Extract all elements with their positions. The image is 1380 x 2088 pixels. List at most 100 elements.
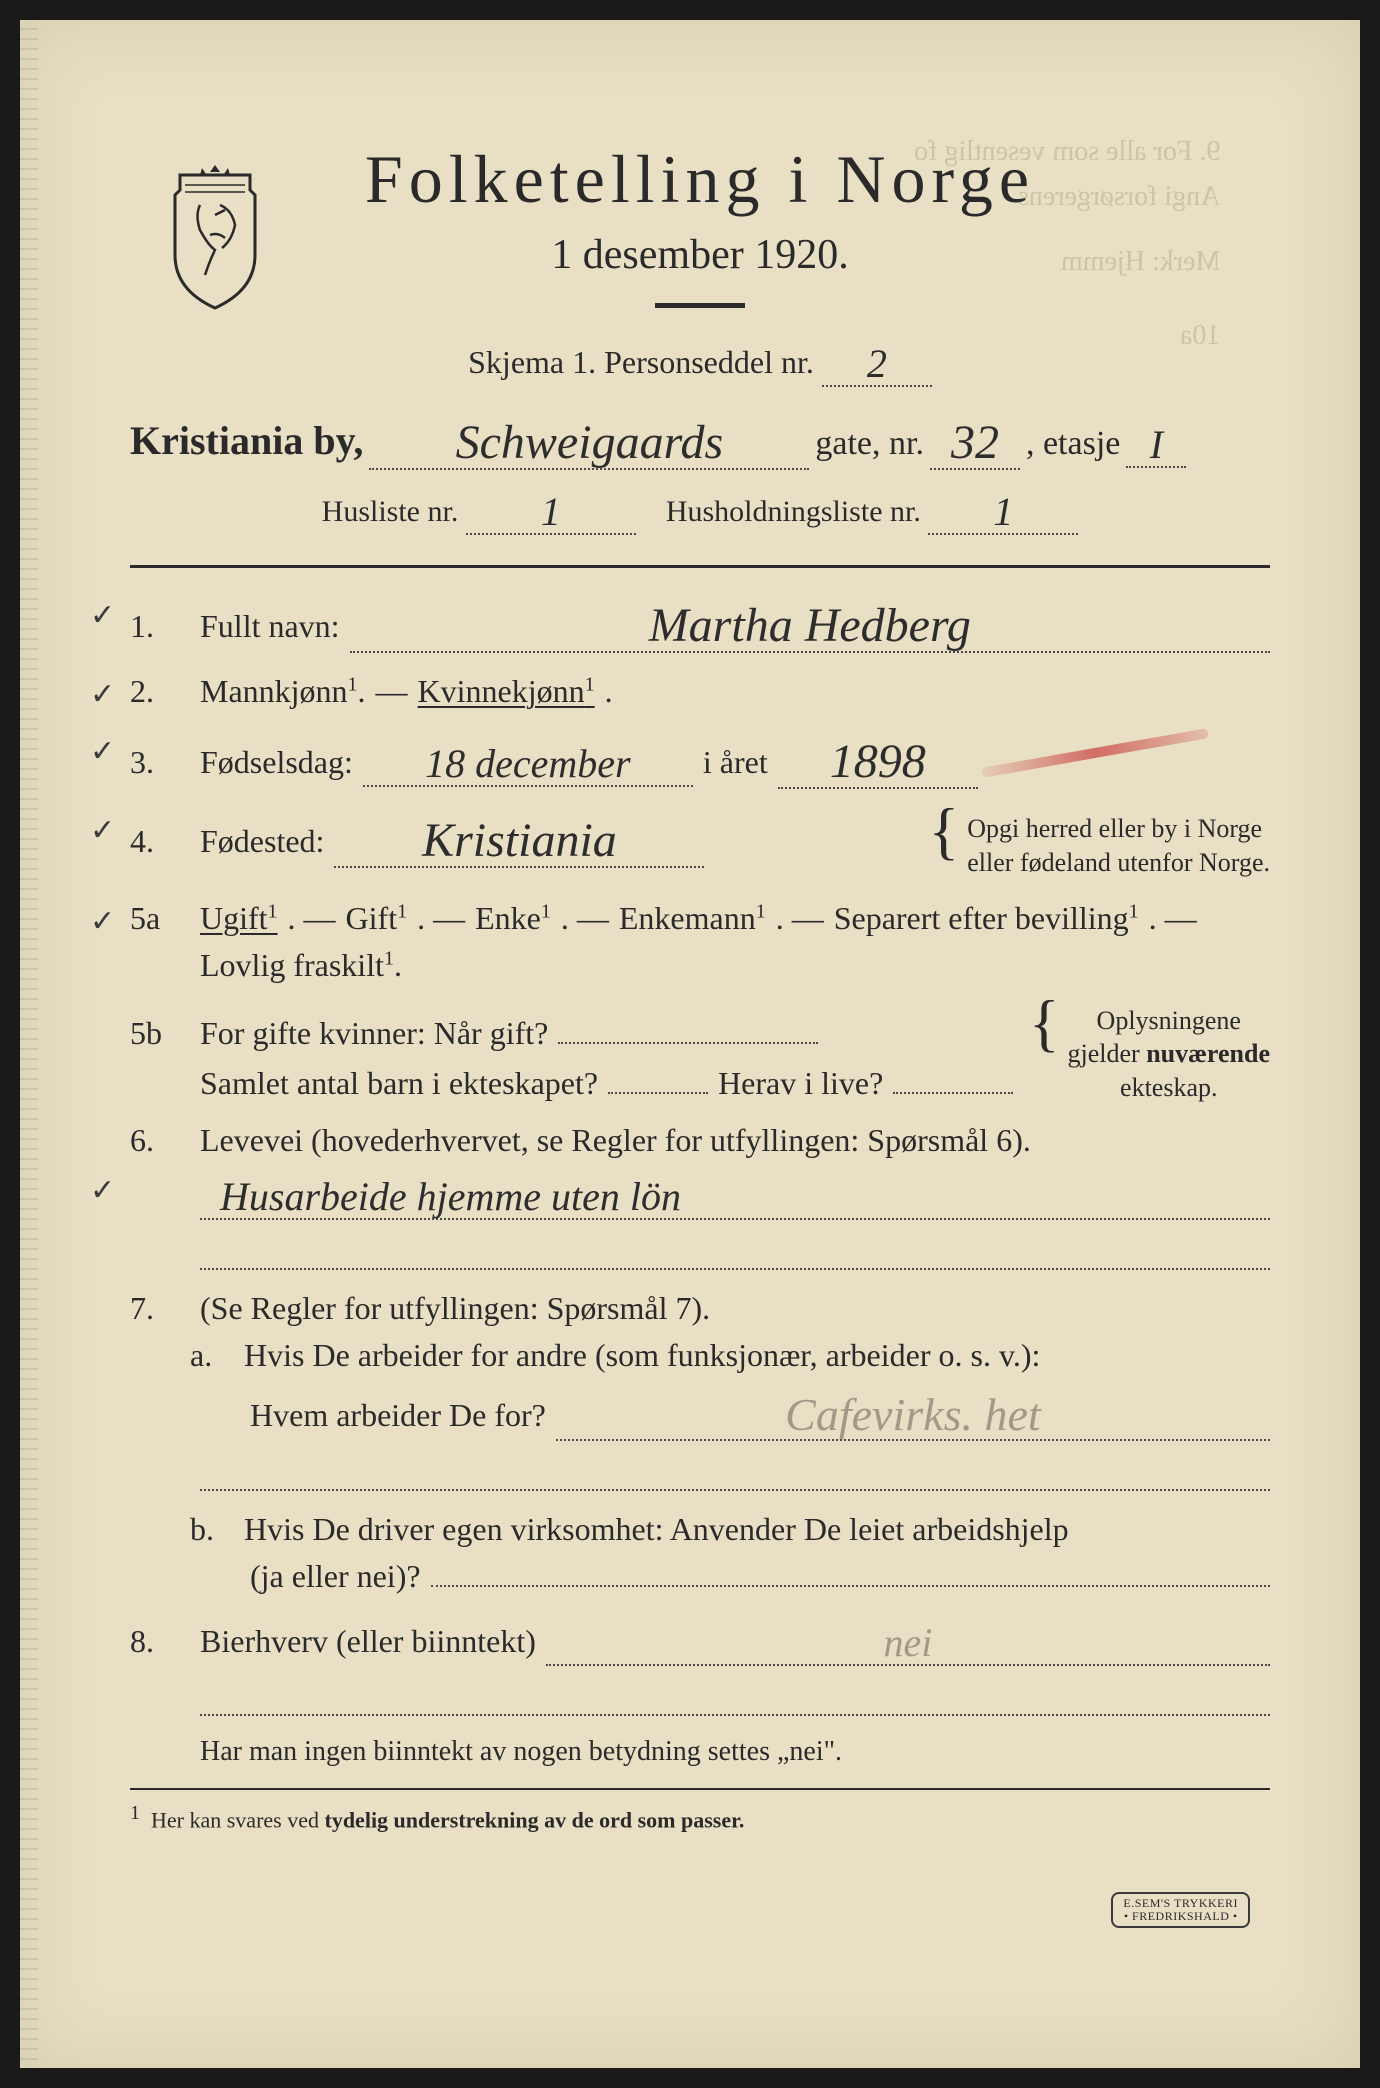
census-form-page: 9. For alle som vesentlig fo Angi forsør… xyxy=(20,20,1360,2068)
red-pencil-mark xyxy=(981,728,1209,778)
footnote-marker: 1 xyxy=(130,1802,140,1824)
q7b-line2: (ja eller nei)? xyxy=(250,1558,1270,1595)
q7-header: 7. (Se Regler for utfyllingen: Spørsmål … xyxy=(130,1290,1270,1327)
q7a-text2: Hvem arbeider De for? xyxy=(250,1397,546,1434)
birth-day-month: 18 december xyxy=(425,741,630,786)
q1-label: Fullt navn: xyxy=(200,608,340,645)
q7b-line1: b. Hvis De driver egen virksomhet: Anven… xyxy=(190,1511,1270,1548)
personseddel-nr: 2 xyxy=(867,341,887,386)
q5b-line2: Samlet antal barn i ekteskapet? Herav i … xyxy=(130,1065,1270,1102)
gate-label: gate, nr. xyxy=(815,425,924,463)
birthplace-value: Kristiania xyxy=(422,814,617,867)
hushold-label: Husholdningsliste nr. xyxy=(666,495,921,528)
checkmark-icon: ✓ xyxy=(90,1173,115,1208)
q7a-text1: Hvis De arbeider for andre (som funksjon… xyxy=(244,1337,1040,1374)
printer-stamp: E.SEM'S TRYKKERI • FREDRIKSHALD • xyxy=(1111,1892,1250,1928)
q-number: 7. xyxy=(130,1290,190,1327)
q2-gender: ✓ 2. Mannkjønn1. — Kvinnekjønn1. xyxy=(130,673,1270,710)
q5b-note-l1: Oplysningene xyxy=(1068,1004,1270,1038)
q6-label: Levevei (hovederhvervet, se Regler for u… xyxy=(200,1122,1031,1159)
q7b-letter: b. xyxy=(190,1511,234,1548)
street-name: Schweigaards xyxy=(456,416,724,469)
coat-of-arms-icon xyxy=(160,160,270,310)
status-enke: Enke1 xyxy=(475,900,551,937)
checkmark-icon: ✓ xyxy=(90,813,115,848)
blank-continuation-line xyxy=(200,1240,1270,1270)
q4-instruction: { Opgi herred eller by i Norge eller fød… xyxy=(929,812,1270,880)
q6-answer-line: ✓ Husarbeide hjemme uten lön xyxy=(130,1169,1270,1220)
status-enkemann: Enkemann1 xyxy=(619,900,766,937)
q5b-when-married: For gifte kvinner: Når gift? xyxy=(200,1015,548,1052)
list-numbers-line: Husliste nr. 1 Husholdningsliste nr. 1 xyxy=(130,484,1270,535)
status-gift: Gift1 xyxy=(346,900,408,937)
status-ugift-selected: Ugift1 xyxy=(200,900,278,937)
q7a-line1: a. Hvis De arbeider for andre (som funks… xyxy=(190,1337,1270,1374)
etasje-label: , etasje xyxy=(1026,425,1120,463)
q5a-marital-status: ✓ 5a Ugift1 . — Gift1 . — Enke1 . — Enke… xyxy=(130,900,1270,937)
husliste-nr: 1 xyxy=(541,489,561,534)
q-number: 5a xyxy=(130,900,190,937)
checkmark-icon: ✓ xyxy=(90,734,115,769)
checkmark-icon: ✓ xyxy=(90,904,115,939)
blank-continuation-line xyxy=(200,1461,1270,1491)
gate-nr: 32 xyxy=(951,416,999,469)
q-number: 3. xyxy=(130,744,190,781)
gender-male: Mannkjønn1. xyxy=(200,673,366,710)
q-number: 6. xyxy=(130,1122,190,1159)
q-number: 1. xyxy=(130,608,190,645)
q5b-children-alive: Herav i live? xyxy=(718,1065,883,1102)
q8-label: Bierhverv (eller biinntekt) xyxy=(200,1623,536,1660)
q-number: 2. xyxy=(130,673,190,710)
q4-birthplace: ✓ 4. Fødested: Kristiania { Opgi herred … xyxy=(130,809,1270,880)
birth-year: 1898 xyxy=(830,735,926,788)
footnote-divider xyxy=(130,1788,1270,1790)
q3-label: Fødselsdag: xyxy=(200,744,353,781)
q8-secondary-occupation: 8. Bierhverv (eller biinntekt) nei xyxy=(130,1615,1270,1666)
q4-note-l2: eller fødeland utenfor Norge. xyxy=(967,846,1270,880)
checkmark-icon: ✓ xyxy=(90,677,115,712)
main-title: Folketelling i Norge xyxy=(130,140,1270,219)
form-body: ✓ 1. Fullt navn: Martha Hedberg ✓ 2. Man… xyxy=(130,594,1270,1833)
subtitle-date: 1 desember 1920. xyxy=(130,231,1270,279)
etasje: I xyxy=(1150,422,1163,467)
employer-value: Cafevirks. het xyxy=(785,1389,1041,1440)
footnote: 1 Her kan svares ved tydelig understrekn… xyxy=(130,1802,1270,1833)
blank-continuation-line xyxy=(200,1686,1270,1716)
year-label: i året xyxy=(703,744,768,781)
q7a-line2: Hvem arbeider De for? Cafevirks. het xyxy=(250,1384,1270,1441)
printer-name: E.SEM'S TRYKKERI xyxy=(1123,1897,1238,1910)
full-name-value: Martha Hedberg xyxy=(649,599,971,652)
q3-birthdate: ✓ 3. Fødselsdag: 18 december i året 1898 xyxy=(130,730,1270,789)
q7-label: (Se Regler for utfyllingen: Spørsmål 7). xyxy=(200,1290,710,1327)
q5a-line2: Lovlig fraskilt1. xyxy=(130,947,1270,984)
q-number: 4. xyxy=(130,823,190,860)
brace-icon: { xyxy=(929,812,960,850)
hushold-nr: 1 xyxy=(993,489,1013,534)
husliste-label: Husliste nr. xyxy=(322,495,459,528)
brace-icon: { xyxy=(1029,1004,1060,1042)
q-number: 5b xyxy=(130,1015,190,1052)
status-separert: Separert efter bevilling1 xyxy=(834,900,1139,937)
q5b-children-total: Samlet antal barn i ekteskapet? xyxy=(200,1065,598,1102)
form-header: Folketelling i Norge 1 desember 1920. Sk… xyxy=(130,140,1270,535)
q7b-text2: (ja eller nei)? xyxy=(250,1558,421,1595)
bierhverv-value: nei xyxy=(884,1620,933,1665)
skjema-label: Skjema 1. Personseddel nr. xyxy=(468,344,814,380)
status-fraskilt: Lovlig fraskilt1. xyxy=(200,947,402,984)
q6-occupation: 6. Levevei (hovederhvervet, se Regler fo… xyxy=(130,1122,1270,1159)
printer-city: • FREDRIKSHALD • xyxy=(1123,1910,1238,1923)
gender-female-selected: Kvinnekjønn1 xyxy=(418,673,595,710)
q7a-letter: a. xyxy=(190,1337,234,1374)
occupation-value: Husarbeide hjemme uten lön xyxy=(220,1174,681,1219)
address-line: Kristiania by, Schweigaards gate, nr. 32… xyxy=(130,411,1270,470)
q4-label: Fødested: xyxy=(200,823,324,860)
q-number: 8. xyxy=(130,1623,190,1660)
footer-note-text: Har man ingen biinntekt av nogen betydni… xyxy=(200,1736,842,1768)
title-rule xyxy=(655,303,745,308)
q7b-text1: Hvis De driver egen virksomhet: Anvender… xyxy=(244,1511,1069,1548)
form-number-line: Skjema 1. Personseddel nr. 2 xyxy=(130,336,1270,387)
header-divider xyxy=(130,565,1270,568)
city-label: Kristiania by, xyxy=(130,417,363,464)
q4-note-l1: Opgi herred eller by i Norge xyxy=(967,812,1270,846)
footer-note: Har man ingen biinntekt av nogen betydni… xyxy=(130,1736,1270,1768)
